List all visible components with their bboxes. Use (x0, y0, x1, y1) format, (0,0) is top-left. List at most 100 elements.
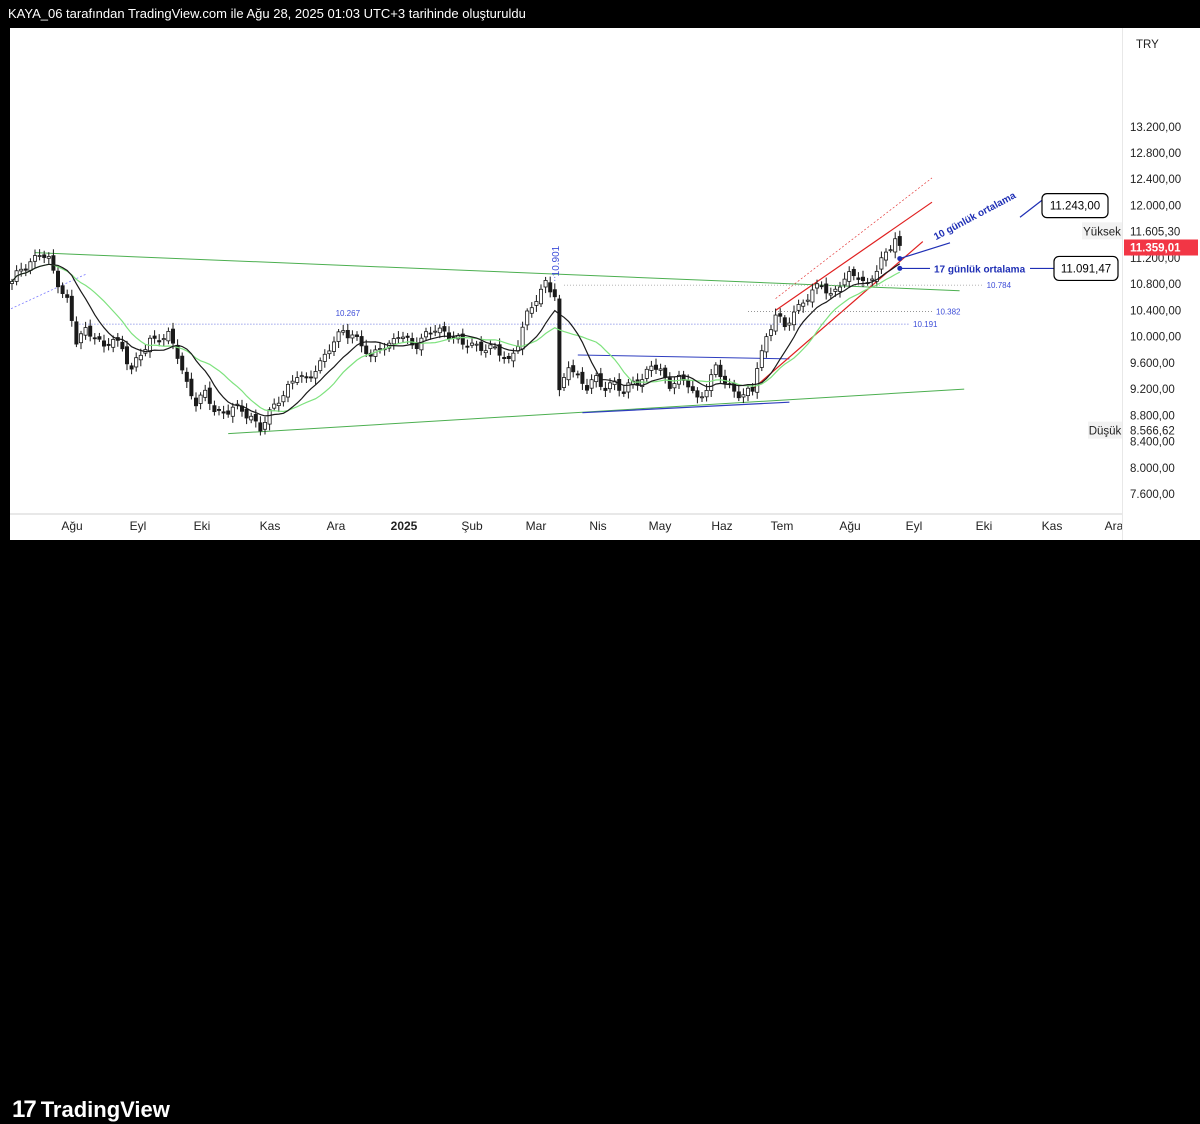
candle-body (267, 409, 272, 425)
candle-body (134, 357, 139, 368)
candle-body (184, 371, 189, 382)
candle-body (700, 396, 705, 399)
candle-body (792, 311, 797, 326)
ma10-value: 11.243,00 (1050, 201, 1100, 213)
x-tick-label: Kas (260, 519, 281, 533)
candle-body (212, 405, 217, 413)
last-price-box (1124, 239, 1198, 256)
candle-body (805, 299, 810, 302)
tradingview-logo[interactable]: 17 TradingView (12, 1096, 170, 1124)
candle-body (897, 236, 902, 246)
trend-line-upper-green (34, 252, 960, 292)
channel-lower-red (752, 241, 924, 390)
y-tick-label: 7.600,00 (1130, 489, 1175, 501)
price-line-label: 10.784 (987, 281, 1012, 290)
candle-body (37, 255, 42, 257)
y-tick-label: 12.000,00 (1130, 200, 1181, 212)
chart-plot-area[interactable]: 10.784 10.382 10.191 10.901 10.267 Yüksek Düş… (7, 28, 1124, 540)
ma10-pointer (899, 242, 951, 260)
y-tick-label: 9.200,00 (1130, 384, 1175, 396)
x-tick-label: Haz (711, 519, 732, 533)
candle-body (833, 288, 838, 292)
candle-body (704, 390, 709, 398)
candle-body (529, 307, 534, 314)
ma10-value-connector (1019, 199, 1043, 218)
candle-body (125, 346, 130, 365)
candle-body (46, 256, 51, 259)
candle-body (539, 288, 544, 305)
candle-body (713, 364, 718, 375)
currency-label: TRY (1136, 39, 1159, 51)
candle-body (465, 345, 470, 348)
candle-body (226, 410, 231, 415)
candle-body (377, 348, 382, 350)
candle-body (129, 365, 134, 370)
candle-body (506, 355, 511, 359)
candle-body (870, 278, 875, 281)
candle-body (796, 304, 801, 311)
candle-body (180, 355, 185, 371)
y-tick-label: 10.800,00 (1130, 279, 1181, 291)
candle-body (764, 336, 769, 353)
candle-body (253, 414, 258, 422)
candle-body (106, 343, 111, 346)
x-tick-label: Kas (1042, 519, 1063, 533)
candle-body (198, 394, 203, 404)
candle-body (221, 411, 226, 414)
candle-body (617, 379, 622, 391)
candle-body (97, 336, 102, 340)
x-tick-label: Ara (327, 519, 346, 533)
ma10-value-box (1041, 193, 1109, 219)
candle-body (414, 343, 419, 350)
candle-body (658, 368, 663, 371)
candle-body (193, 397, 198, 407)
candle-body (750, 386, 755, 392)
price-line-label: 10.382 (936, 308, 961, 317)
candle-body (345, 329, 350, 339)
x-tick-label: Eyl (906, 519, 923, 533)
low-label: Düşük (1089, 426, 1122, 438)
candle-body (350, 334, 355, 339)
x-tick-label: Ara (1105, 519, 1122, 533)
candle-body (589, 379, 594, 389)
candle-body (819, 285, 824, 288)
price-axis[interactable]: 7.600,00 8.000,00 8.400,00 8.800,00 9.200,00… (1121, 28, 1200, 540)
y-tick-label: 8.800,00 (1130, 410, 1175, 422)
candle-body (460, 333, 465, 345)
price-chart[interactable]: 10.784 10.382 10.191 10.901 10.267 Yüksek Düş… (7, 28, 1124, 540)
candle-body (842, 278, 847, 286)
candle-body (308, 376, 313, 379)
candle-body (442, 326, 447, 332)
x-tick-label: Ağu (839, 519, 860, 533)
candle-body (304, 376, 309, 379)
candle-body (755, 368, 760, 393)
candle-body (469, 342, 474, 346)
candle-body (543, 280, 548, 288)
candle-body (318, 360, 323, 372)
ma10-annotation: 10 günlük ortalama (932, 190, 1018, 243)
candle-body (396, 337, 401, 340)
candle-body (276, 402, 281, 407)
x-tick-label: Eki (194, 519, 211, 533)
candle-body (364, 345, 369, 354)
candle-body (773, 314, 778, 332)
candle-body (23, 268, 28, 271)
candle-body (695, 390, 700, 398)
ma10-line (11, 263, 901, 417)
candle-body (851, 268, 856, 277)
candle-body (423, 331, 428, 338)
peak-label: 10.901 (551, 245, 562, 276)
candle-body (644, 368, 649, 379)
candle-body (709, 374, 714, 391)
y-tick-label: 9.600,00 (1130, 358, 1175, 370)
candle-body (272, 403, 277, 409)
tradingview-logo-text: TradingView (40, 1097, 170, 1122)
x-tick-label: 2025 (391, 519, 418, 533)
candle-body (28, 261, 33, 271)
candle-body (32, 255, 37, 262)
candle-body (56, 270, 61, 288)
price-axis-scale[interactable]: 7.600,00 8.000,00 8.400,00 8.800,00 9.200,00… (1121, 28, 1200, 540)
candle-body (262, 422, 267, 430)
y-tick-label: 10.400,00 (1130, 305, 1181, 317)
candle-body (295, 377, 300, 383)
